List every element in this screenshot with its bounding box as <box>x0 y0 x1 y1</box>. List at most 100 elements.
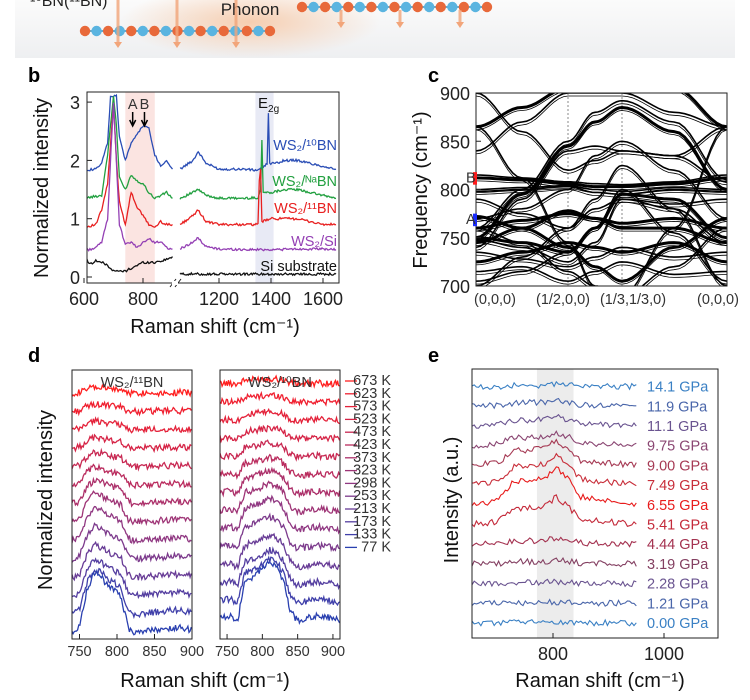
series-line-253K <box>220 512 340 553</box>
legend-label: 77 K <box>361 539 391 555</box>
e2g-label: E2g <box>258 95 279 115</box>
y-tick-label: 700 <box>440 277 470 297</box>
series-line-373K <box>220 466 340 499</box>
series-line-77K <box>72 568 192 636</box>
legend-label: 213 K <box>353 501 391 517</box>
band-line <box>476 192 727 285</box>
x-tick-label: 850 <box>286 644 310 660</box>
atom-icon <box>160 25 172 37</box>
atom-icon <box>319 1 331 13</box>
series-line-11.9GPa <box>471 397 637 410</box>
atom-icon <box>241 25 253 37</box>
atom-icon <box>218 25 229 37</box>
band-line <box>476 227 727 286</box>
band-line <box>476 185 727 196</box>
phonon-arrow-head-icon <box>456 22 464 28</box>
series-line-0 <box>179 113 337 172</box>
band-line <box>476 93 727 152</box>
series-line-3.19GPa <box>471 557 637 568</box>
x-tick-label: 750 <box>67 644 91 660</box>
legend-label: WS₂/¹⁰BN <box>273 138 337 154</box>
series-line-2 <box>87 104 173 228</box>
band-line <box>476 184 727 193</box>
y-tick-label: 850 <box>440 132 470 152</box>
legend-label: 298 K <box>353 475 391 491</box>
legend-label: Si substrate <box>260 259 337 275</box>
legend-label: 133 K <box>353 527 391 543</box>
y-tick-label: 3 <box>70 93 80 113</box>
legend-label: 623 K <box>353 386 391 402</box>
legend-label: WS₂/¹¹BN <box>274 201 337 217</box>
atom-icon <box>412 1 423 13</box>
series-line-423K <box>220 453 340 480</box>
legend-label: 253 K <box>353 488 391 504</box>
band-line <box>476 245 727 266</box>
atom-icon <box>447 1 458 13</box>
legend-label: 473 K <box>353 424 391 440</box>
panel-b-series <box>87 93 337 277</box>
y-tick-label: 0 <box>70 268 80 288</box>
series-line-1 <box>87 96 173 200</box>
panel-d-series-1 <box>220 374 340 625</box>
legend-label: 373 K <box>353 450 391 466</box>
x-axis-label: Raman shift (cm⁻¹) <box>515 670 684 692</box>
x-tick-label: 900 <box>180 644 204 660</box>
x-tick-label: 800 <box>105 644 129 660</box>
atom-icon <box>354 1 366 13</box>
series-line-373K <box>72 476 192 508</box>
legend-label: 523 K <box>353 411 391 427</box>
plot-frame <box>86 91 340 284</box>
mode-marker-label: A <box>466 212 476 228</box>
series-line-673K <box>220 374 340 389</box>
series-line-1.21GPa <box>471 598 637 607</box>
band-line <box>476 105 727 240</box>
band-line <box>476 143 727 222</box>
series-label: 1.21 GPa <box>647 596 709 612</box>
phonon-label: Phonon <box>221 0 280 19</box>
series-line-253K <box>72 522 192 563</box>
series-line-213K <box>72 540 192 582</box>
x-tick-label: 1000 <box>644 644 684 664</box>
band-line <box>476 174 727 186</box>
band-line <box>476 189 727 198</box>
series-line-573K <box>72 416 192 434</box>
e2g-main: E <box>258 95 268 112</box>
legend-label: WS₂/ᴺᵃBN <box>272 174 337 190</box>
panel-d-series-0 <box>72 383 192 636</box>
series-line-4.44GPa <box>471 536 637 548</box>
phonon-bands <box>476 93 727 286</box>
series-line-213K <box>220 532 340 571</box>
band-line <box>476 95 727 155</box>
series-line-0 <box>87 93 174 172</box>
atom-icon <box>470 1 481 13</box>
series-line-173K <box>72 557 192 600</box>
y-tick-label: 800 <box>440 181 470 201</box>
atom-icon <box>137 25 149 37</box>
series-line-298K <box>220 494 340 535</box>
subplot-title: WS₂/¹¹BN <box>101 375 164 391</box>
series-line-9.75GPa <box>471 430 637 449</box>
mode-marker-label: B <box>466 170 476 186</box>
series-line-6.55GPa <box>471 466 637 508</box>
x-tick-label: 600 <box>69 289 99 309</box>
band-line <box>476 198 727 229</box>
series-label: 5.41 GPa <box>647 518 709 534</box>
phonon-arrow-head-icon <box>232 42 240 48</box>
e2g-sub: 2g <box>268 104 279 115</box>
atom-icon <box>308 1 319 13</box>
atom-icon <box>253 25 264 37</box>
x-tick-label: 800 <box>250 644 274 660</box>
band-line <box>476 140 727 220</box>
series-label: 7.49 GPa <box>647 478 709 494</box>
series-line-4 <box>87 256 173 273</box>
band-line <box>476 176 727 189</box>
band-line <box>476 264 727 285</box>
x-axis-label: Raman shift (cm⁻¹) <box>130 316 299 338</box>
x-tick-label: 1400 <box>251 289 291 309</box>
atom-icon <box>458 1 470 13</box>
series-line-4 <box>179 271 337 277</box>
legend-label: WS₂/Si <box>291 234 337 250</box>
y-axis-label: Normalized intensity <box>31 98 53 278</box>
series-label: 4.44 GPa <box>647 537 709 553</box>
